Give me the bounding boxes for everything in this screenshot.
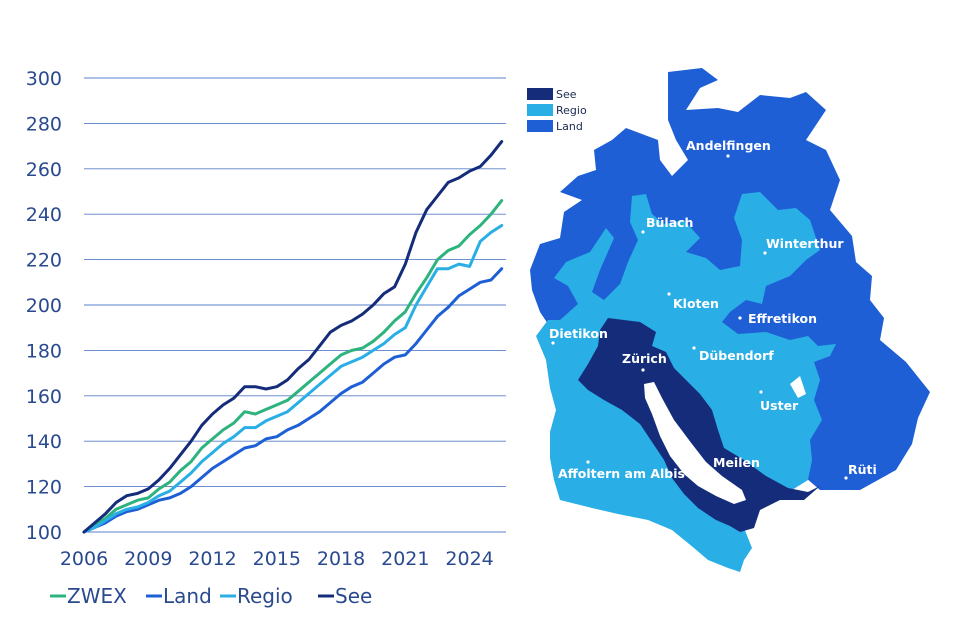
city-dot-r-ti	[844, 476, 848, 480]
city-dot-effretikon	[738, 316, 742, 320]
map-lake-small	[790, 376, 806, 398]
x-tick-label: 2018	[317, 548, 365, 570]
map-legend: See Regio Land	[527, 88, 587, 133]
map-legend-swatch-regio	[527, 104, 553, 116]
x-tick-label: 2009	[124, 548, 172, 570]
canton-zurich-region-map: See Regio Land Andelfingen Bülach Winterthur…	[527, 68, 930, 572]
y-tick-label: 140	[26, 431, 62, 453]
city-dot-kloten	[667, 292, 671, 296]
series-line-zwex	[82, 199, 504, 534]
legend-label-zwex: ZWEX	[67, 584, 127, 608]
series-line-regio	[82, 224, 504, 534]
y-tick-label: 300	[26, 68, 62, 90]
city-label-r-ti: Rüti	[848, 462, 877, 477]
x-axis-tick-labels: 2006 2009 2012 2015 2018 2021 2024	[60, 548, 494, 570]
city-label-effretikon: Effretikon	[748, 311, 817, 326]
series-line-land	[82, 267, 504, 534]
city-label-z-rich: Zürich	[622, 351, 667, 366]
series-lines	[82, 140, 504, 534]
y-tick-label: 100	[26, 522, 62, 544]
x-tick-label: 2024	[445, 548, 493, 570]
map-region-see	[578, 318, 820, 532]
x-tick-label: 2012	[188, 548, 236, 570]
y-tick-label: 180	[26, 340, 62, 362]
y-tick-label: 120	[26, 477, 62, 499]
map-legend-swatch-land	[527, 120, 553, 132]
y-tick-label: 220	[26, 250, 62, 272]
city-dot-winterthur	[763, 251, 767, 255]
city-label-dietikon: Dietikon	[549, 326, 608, 341]
y-tick-label: 240	[26, 204, 62, 226]
y-tick-label: 260	[26, 159, 62, 181]
map-lake-zurich	[644, 382, 746, 504]
city-label-affoltern-am-albis: Affoltern am Albis	[558, 466, 685, 481]
city-dot-d-bendorf	[692, 346, 696, 350]
city-label-uster: Uster	[760, 398, 799, 413]
city-label-kloten: Kloten	[673, 296, 719, 311]
y-tick-label: 160	[26, 386, 62, 408]
x-tick-label: 2021	[381, 548, 429, 570]
legend-label-regio: Regio	[237, 584, 293, 608]
city-dot-andelfingen	[726, 154, 730, 158]
city-dot-uster	[759, 390, 763, 394]
map-legend-label-see: See	[556, 88, 577, 101]
city-label-andelfingen: Andelfingen	[686, 138, 771, 153]
x-tick-label: 2015	[253, 548, 301, 570]
city-dot-dietikon	[551, 341, 555, 345]
y-tick-label: 280	[26, 113, 62, 135]
map-legend-swatch-see	[527, 88, 553, 100]
gridlines	[84, 77, 506, 533]
city-dot-affoltern-am-albis	[586, 460, 590, 464]
city-label-d-bendorf: Dübendorf	[699, 348, 774, 363]
chart-legend: ZWEX Land Regio See	[50, 584, 372, 608]
series-line-see	[82, 140, 504, 534]
y-tick-label: 200	[26, 295, 62, 317]
city-label-winterthur: Winterthur	[766, 236, 844, 251]
city-label-b-lach: Bülach	[646, 215, 693, 230]
map-city-labels: Andelfingen Bülach Winterthur Kloten Effreti…	[549, 138, 877, 481]
map-legend-label-land: Land	[556, 120, 583, 133]
legend-label-land: Land	[163, 584, 212, 608]
city-label-meilen: Meilen	[713, 455, 760, 470]
y-axis-tick-labels: 100 120 140 160 180 200 220 240 260 280 300	[26, 68, 62, 544]
legend-label-see: See	[335, 584, 372, 608]
map-legend-label-regio: Regio	[556, 104, 587, 117]
x-tick-label: 2006	[60, 548, 108, 570]
city-dot-z-rich	[641, 368, 645, 372]
city-dot-b-lach	[641, 230, 645, 234]
